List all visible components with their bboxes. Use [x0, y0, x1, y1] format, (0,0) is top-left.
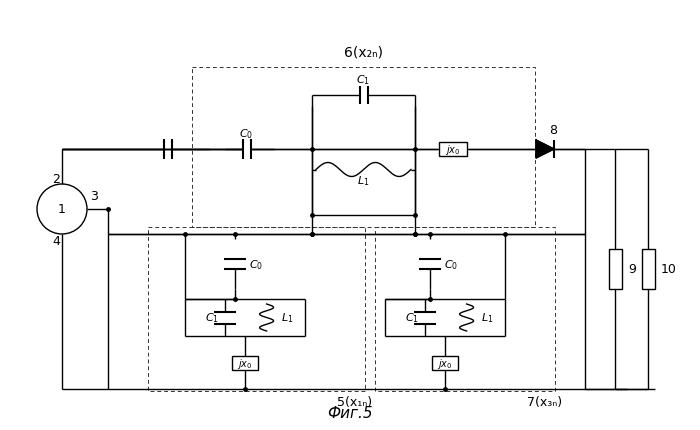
Text: 10: 10: [661, 263, 677, 276]
Text: 2: 2: [52, 172, 60, 186]
Text: 3: 3: [90, 190, 98, 203]
Text: $L_1$: $L_1$: [281, 311, 293, 325]
Text: 7(x₃ₙ): 7(x₃ₙ): [527, 395, 563, 408]
Bar: [608, 249, 622, 289]
Bar: [439, 143, 467, 157]
Text: $jx_0$: $jx_0$: [237, 356, 253, 370]
Text: 8: 8: [549, 124, 557, 137]
Bar: [641, 249, 654, 289]
Text: 4: 4: [52, 234, 60, 247]
Text: $C_0$: $C_0$: [444, 258, 458, 271]
Bar: [148, 227, 365, 391]
Bar: [375, 227, 555, 391]
Text: 5(x₁ₙ): 5(x₁ₙ): [337, 395, 372, 408]
Text: $jx_0$: $jx_0$: [445, 143, 461, 157]
Polygon shape: [536, 141, 554, 159]
Bar: [232, 356, 258, 370]
Text: $C_0$: $C_0$: [249, 258, 263, 271]
Text: $C_1$: $C_1$: [405, 311, 419, 325]
Text: Фиг.5: Фиг.5: [327, 405, 373, 420]
Text: 6(x₂ₙ): 6(x₂ₙ): [344, 45, 383, 59]
Text: $L_1$: $L_1$: [357, 174, 370, 188]
Text: $jx_0$: $jx_0$: [438, 356, 453, 370]
Text: 9: 9: [628, 263, 636, 276]
Text: $C_1$: $C_1$: [356, 73, 370, 86]
Bar: [432, 356, 458, 370]
Bar: [192, 68, 535, 227]
Text: $C_0$: $C_0$: [239, 127, 253, 141]
Text: 1: 1: [58, 203, 66, 216]
Text: $L_1$: $L_1$: [481, 311, 493, 325]
Text: $C_1$: $C_1$: [204, 311, 218, 325]
